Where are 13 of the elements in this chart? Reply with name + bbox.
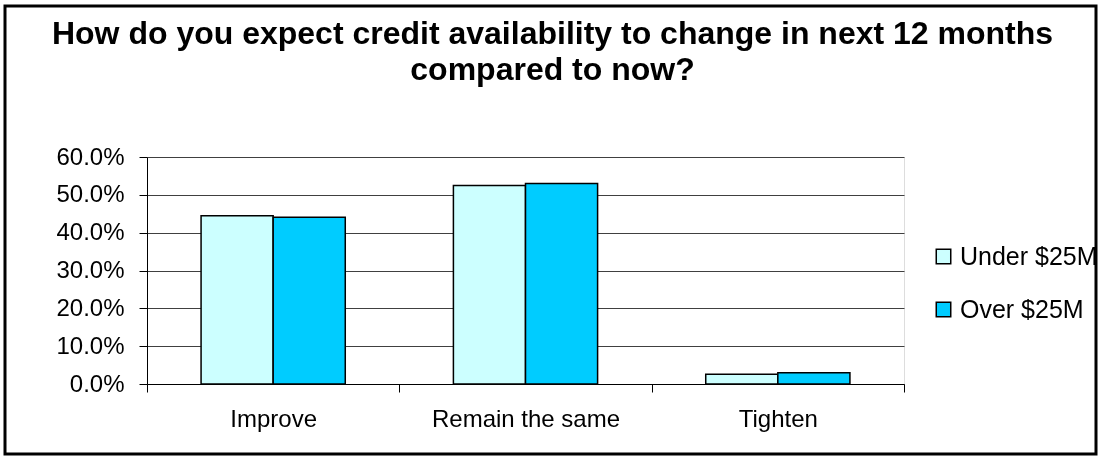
y-tick-label: 30.0% [56, 256, 125, 283]
y-tick-label: 10.0% [56, 331, 125, 359]
y-tick-label: 50.0% [56, 180, 125, 208]
chart-title: How do you expect credit availability to change in next 12 months compared to now? [51, 14, 1054, 87]
y-tick-label: 0.0% [69, 369, 125, 397]
y-tick-label: 40.0% [56, 218, 125, 246]
legend-label: Over $25M [960, 294, 1084, 323]
x-tick-label: Remain the same [431, 404, 621, 432]
y-tick-label: 20.0% [56, 293, 125, 321]
legend-label: Under $25M [960, 241, 1098, 270]
x-tick-label: Improve [230, 404, 318, 432]
x-tick-label: Tighten [738, 404, 818, 432]
y-tick-label: 60.0% [56, 142, 125, 170]
